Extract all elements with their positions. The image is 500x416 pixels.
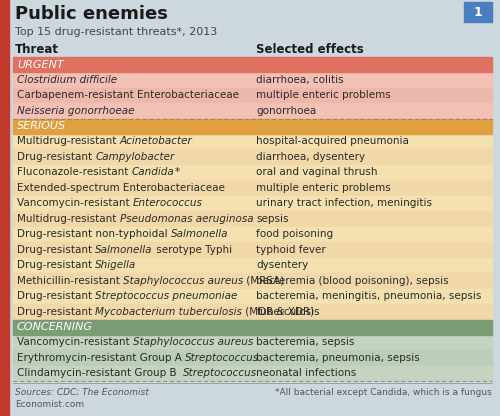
Text: Acinetobacter: Acinetobacter (120, 136, 192, 146)
Text: Selected effects: Selected effects (256, 43, 364, 56)
Text: (MDR & XDR): (MDR & XDR) (242, 307, 314, 317)
Text: Neisseria gonorrhoeae: Neisseria gonorrhoeae (17, 106, 134, 116)
Bar (0, 0, 9, 416)
Bar (13, 164, 492, 180)
Bar (13, 87, 492, 103)
Text: 1: 1 (474, 5, 482, 18)
Text: bacteremia, sepsis: bacteremia, sepsis (256, 337, 355, 347)
Text: diarrhoea, dysentery: diarrhoea, dysentery (256, 152, 366, 162)
Text: Campylobacter: Campylobacter (96, 152, 174, 162)
Bar (13, 134, 492, 149)
Text: Methicillin-resistant: Methicillin-resistant (17, 276, 123, 286)
Bar (464, 2, 492, 22)
Text: Staphylococcus aureus: Staphylococcus aureus (133, 337, 253, 347)
Bar (13, 350, 492, 366)
Text: tuberculosis: tuberculosis (256, 307, 320, 317)
Text: Drug-resistant: Drug-resistant (17, 152, 96, 162)
Text: multiple enteric problems: multiple enteric problems (256, 90, 391, 100)
Bar (13, 273, 492, 289)
Bar (13, 289, 492, 304)
Text: gonorrhoea: gonorrhoea (256, 106, 317, 116)
Bar (13, 119, 492, 134)
Bar (13, 196, 492, 211)
Text: Multidrug-resistant: Multidrug-resistant (17, 136, 120, 146)
Bar (13, 211, 492, 226)
Bar (13, 319, 492, 334)
Text: Top 15 drug-resistant threats*, 2013: Top 15 drug-resistant threats*, 2013 (15, 27, 217, 37)
Text: bacteremia, meningitis, pneumonia, sepsis: bacteremia, meningitis, pneumonia, sepsi… (256, 291, 482, 301)
Bar (13, 72, 492, 87)
Text: Drug-resistant: Drug-resistant (17, 245, 96, 255)
Text: Clindamycin-resistant Group B: Clindamycin-resistant Group B (17, 368, 183, 378)
Text: (MRSA): (MRSA) (244, 276, 284, 286)
Text: Candida: Candida (132, 167, 174, 177)
Text: SERIOUS: SERIOUS (17, 121, 66, 131)
Text: bacteremia (blood poisoning), sepsis: bacteremia (blood poisoning), sepsis (256, 276, 449, 286)
Text: Salmonella: Salmonella (96, 245, 153, 255)
Text: Mycobacterium tuberculosis: Mycobacterium tuberculosis (96, 307, 242, 317)
Bar (13, 226, 492, 242)
Text: Carbapenem-resistant Enterobacteriaceae: Carbapenem-resistant Enterobacteriaceae (17, 90, 239, 100)
Text: Enterococcus: Enterococcus (133, 198, 203, 208)
Text: Threat: Threat (15, 43, 59, 56)
Bar (13, 103, 492, 119)
Text: Drug-resistant: Drug-resistant (17, 307, 96, 317)
Text: Drug-resistant: Drug-resistant (17, 291, 96, 301)
Text: Extended-spectrum Enterobacteriaceae: Extended-spectrum Enterobacteriaceae (17, 183, 225, 193)
Bar (13, 334, 492, 350)
Text: Streptococcus pneumoniae: Streptococcus pneumoniae (96, 291, 238, 301)
Text: bacteremia, pneumonia, sepsis: bacteremia, pneumonia, sepsis (256, 353, 420, 363)
Text: typhoid fever: typhoid fever (256, 245, 326, 255)
Text: Public enemies: Public enemies (15, 5, 168, 23)
Text: Drug-resistant non-typhoidal: Drug-resistant non-typhoidal (17, 229, 171, 239)
Text: neonatal infections: neonatal infections (256, 368, 357, 378)
Text: dysentery: dysentery (256, 260, 309, 270)
Text: Streptococcus: Streptococcus (185, 353, 259, 363)
Text: serotype Typhi: serotype Typhi (153, 245, 232, 255)
Bar (13, 180, 492, 196)
Bar (13, 258, 492, 273)
Text: food poisoning: food poisoning (256, 229, 334, 239)
Text: diarrhoea, colitis: diarrhoea, colitis (256, 75, 344, 85)
Text: Economist.com: Economist.com (15, 400, 84, 409)
Text: Salmonella: Salmonella (171, 229, 228, 239)
Bar (13, 242, 492, 258)
Text: sepsis: sepsis (256, 214, 289, 224)
Bar (13, 304, 492, 319)
Text: Vancomycin-resistant: Vancomycin-resistant (17, 337, 133, 347)
Bar (13, 366, 492, 381)
Text: urinary tract infection, meningitis: urinary tract infection, meningitis (256, 198, 432, 208)
Bar (13, 57, 492, 72)
Text: oral and vaginal thrush: oral and vaginal thrush (256, 167, 378, 177)
Text: *: * (174, 167, 180, 177)
Text: Sources: CDC; The Economist: Sources: CDC; The Economist (15, 388, 149, 397)
Bar (13, 149, 492, 164)
Text: Fluconazole-resistant: Fluconazole-resistant (17, 167, 132, 177)
Text: Shigella: Shigella (96, 260, 136, 270)
Text: hospital-acquired pneumonia: hospital-acquired pneumonia (256, 136, 410, 146)
Text: URGENT: URGENT (17, 59, 64, 69)
Text: Clostridium difficile: Clostridium difficile (17, 75, 117, 85)
Text: Erythromycin-resistant Group A: Erythromycin-resistant Group A (17, 353, 185, 363)
Text: Vancomycin-resistant: Vancomycin-resistant (17, 198, 133, 208)
Text: Drug-resistant: Drug-resistant (17, 260, 96, 270)
Text: Staphylococcus aureus: Staphylococcus aureus (123, 276, 244, 286)
Text: Streptococcus: Streptococcus (183, 368, 257, 378)
Text: CONCERNING: CONCERNING (17, 322, 93, 332)
Text: Multidrug-resistant: Multidrug-resistant (17, 214, 120, 224)
Text: *All bacterial except Candida, which is a fungus: *All bacterial except Candida, which is … (275, 388, 492, 397)
Text: multiple enteric problems: multiple enteric problems (256, 183, 391, 193)
Text: Pseudomonas aeruginosa: Pseudomonas aeruginosa (120, 214, 254, 224)
